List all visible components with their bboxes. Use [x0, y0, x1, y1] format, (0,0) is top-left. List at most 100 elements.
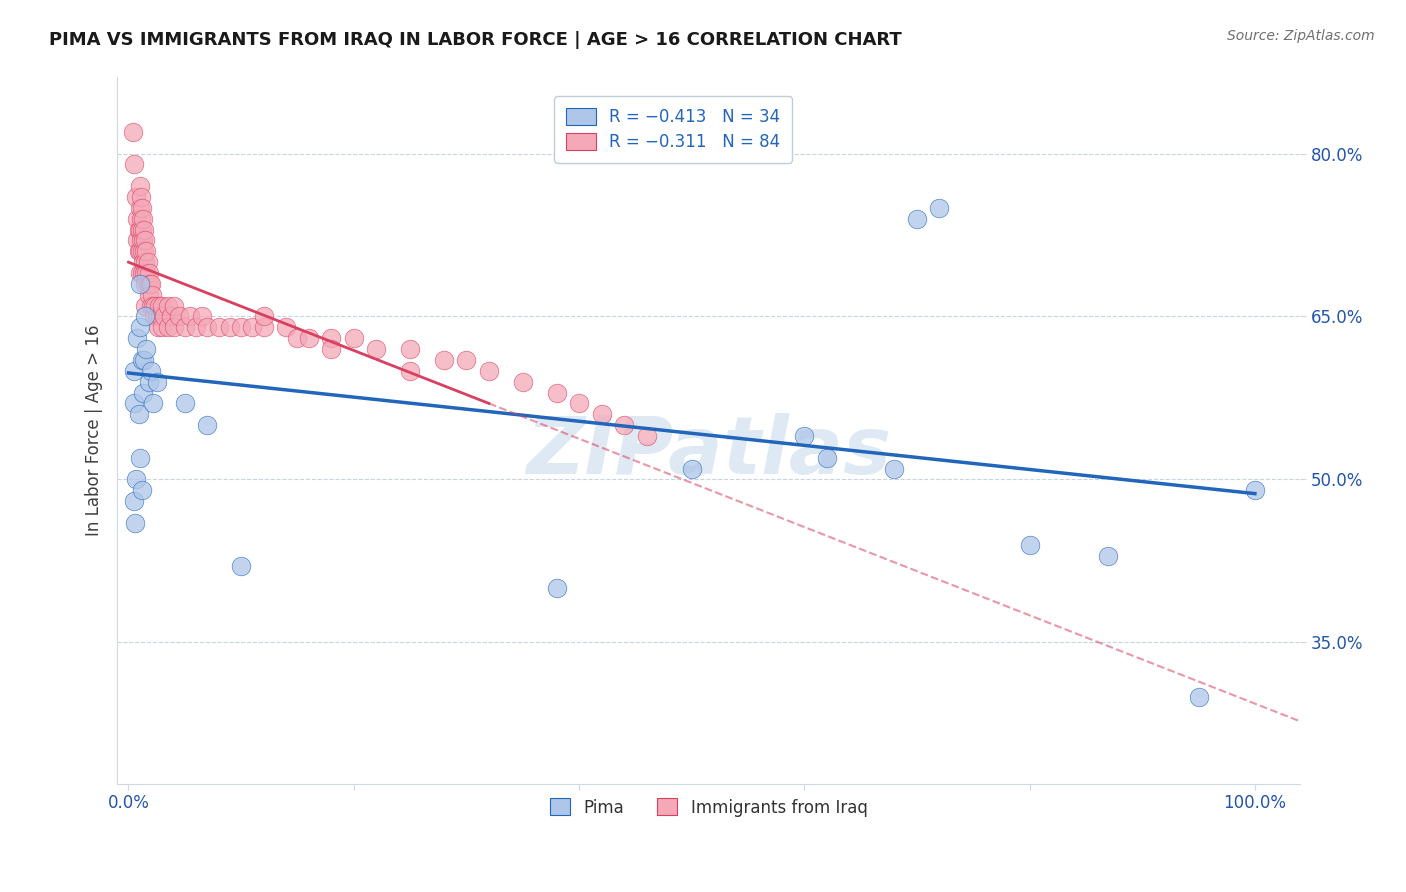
Point — [127, 234, 149, 248]
Point — [128, 222, 150, 236]
Point — [207, 320, 229, 334]
Point — [512, 375, 534, 389]
Point — [793, 429, 815, 443]
Point — [681, 461, 703, 475]
Point — [134, 222, 156, 236]
Point — [136, 255, 159, 269]
Point — [125, 473, 148, 487]
Point — [568, 396, 591, 410]
Point — [134, 353, 156, 368]
Point — [184, 320, 207, 334]
Point — [138, 375, 160, 389]
Point — [129, 190, 152, 204]
Point — [135, 244, 157, 259]
Point — [150, 320, 173, 334]
Point — [276, 320, 298, 334]
Point — [179, 310, 201, 324]
Point — [253, 320, 276, 334]
Point — [1187, 690, 1209, 704]
Point — [134, 255, 156, 269]
Point — [128, 244, 150, 259]
Point — [122, 157, 145, 171]
Point — [321, 342, 343, 356]
Point — [815, 450, 838, 465]
Point — [156, 320, 179, 334]
Point — [905, 211, 928, 226]
Point — [122, 396, 145, 410]
Point — [195, 418, 218, 433]
Point — [148, 299, 170, 313]
Point — [146, 320, 169, 334]
Point — [134, 310, 156, 324]
Point — [366, 342, 388, 356]
Point — [928, 201, 950, 215]
Point — [218, 320, 240, 334]
Point — [139, 277, 162, 291]
Point — [240, 320, 263, 334]
Point — [173, 320, 195, 334]
Point — [122, 364, 145, 378]
Point — [156, 299, 179, 313]
Point — [173, 396, 195, 410]
Point — [134, 234, 156, 248]
Point — [143, 310, 166, 324]
Point — [162, 320, 184, 334]
Point — [1097, 549, 1119, 563]
Point — [132, 211, 155, 226]
Point — [131, 222, 153, 236]
Point — [132, 385, 155, 400]
Point — [139, 299, 162, 313]
Point — [122, 125, 145, 139]
Point — [546, 385, 568, 400]
Point — [131, 266, 153, 280]
Point — [134, 266, 156, 280]
Y-axis label: In Labor Force | Age > 16: In Labor Force | Age > 16 — [86, 325, 103, 536]
Point — [591, 407, 613, 421]
Point — [128, 450, 150, 465]
Text: ZIPatlas: ZIPatlas — [526, 413, 891, 491]
Point — [128, 320, 150, 334]
Point — [129, 211, 152, 226]
Point — [150, 299, 173, 313]
Point — [613, 418, 636, 433]
Point — [1018, 538, 1040, 552]
Point — [134, 244, 156, 259]
Point — [298, 331, 321, 345]
Point — [128, 266, 150, 280]
Point — [883, 461, 905, 475]
Point — [145, 310, 167, 324]
Point — [190, 310, 212, 324]
Point — [399, 364, 422, 378]
Point — [142, 396, 165, 410]
Point — [122, 494, 145, 508]
Legend: Pima, Immigrants from Iraq: Pima, Immigrants from Iraq — [541, 790, 876, 825]
Point — [399, 342, 422, 356]
Point — [125, 190, 148, 204]
Point — [132, 255, 155, 269]
Point — [456, 353, 478, 368]
Point — [138, 287, 160, 301]
Point — [229, 320, 252, 334]
Text: PIMA VS IMMIGRANTS FROM IRAQ IN LABOR FORCE | AGE > 16 CORRELATION CHART: PIMA VS IMMIGRANTS FROM IRAQ IN LABOR FO… — [49, 31, 903, 49]
Point — [128, 244, 150, 259]
Point — [128, 201, 150, 215]
Point — [153, 310, 176, 324]
Point — [139, 277, 162, 291]
Point — [1244, 483, 1267, 498]
Point — [139, 364, 162, 378]
Point — [131, 244, 153, 259]
Point — [253, 310, 276, 324]
Point — [142, 299, 165, 313]
Point — [128, 222, 150, 236]
Point — [132, 234, 155, 248]
Point — [167, 310, 190, 324]
Point — [129, 234, 152, 248]
Point — [135, 266, 157, 280]
Point — [229, 559, 252, 574]
Point — [128, 407, 150, 421]
Point — [124, 516, 146, 530]
Point — [195, 320, 218, 334]
Point — [127, 211, 149, 226]
Point — [127, 331, 149, 345]
Point — [287, 331, 309, 345]
